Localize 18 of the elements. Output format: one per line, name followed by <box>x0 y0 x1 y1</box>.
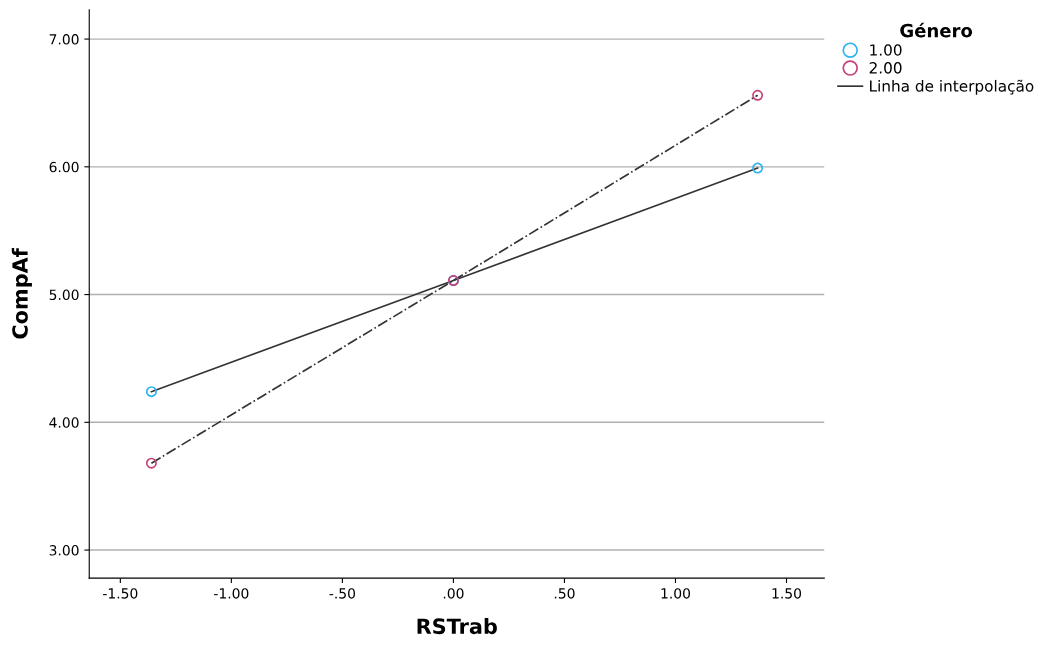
x-tick-label: 1.50 <box>772 588 802 599</box>
x-tick-label: .50 <box>554 588 575 599</box>
legend-label: Linha de interpolação <box>870 79 1034 95</box>
x-tick-label: .00 <box>443 588 464 599</box>
x-tick-label: -.50 <box>329 588 356 599</box>
x-axis-title: RSTrab <box>417 618 497 635</box>
y-tick-label: 7.00 <box>49 34 79 45</box>
legend-label: 1.00 <box>870 44 902 56</box>
x-tick-label: -1.00 <box>214 588 249 599</box>
y-tick-label: 5.00 <box>49 289 79 301</box>
y-tick-label: 6.00 <box>49 161 79 173</box>
x-tick-label: -1.50 <box>103 588 138 599</box>
legend-label: 2.00 <box>869 62 902 74</box>
y-tick-label: 4.00 <box>49 417 79 428</box>
y-axis-title: CompAf <box>11 248 32 339</box>
legend-title: Género <box>900 22 973 38</box>
y-tick-label: 3.00 <box>49 545 79 556</box>
x-tick-label: 1.00 <box>661 588 691 599</box>
